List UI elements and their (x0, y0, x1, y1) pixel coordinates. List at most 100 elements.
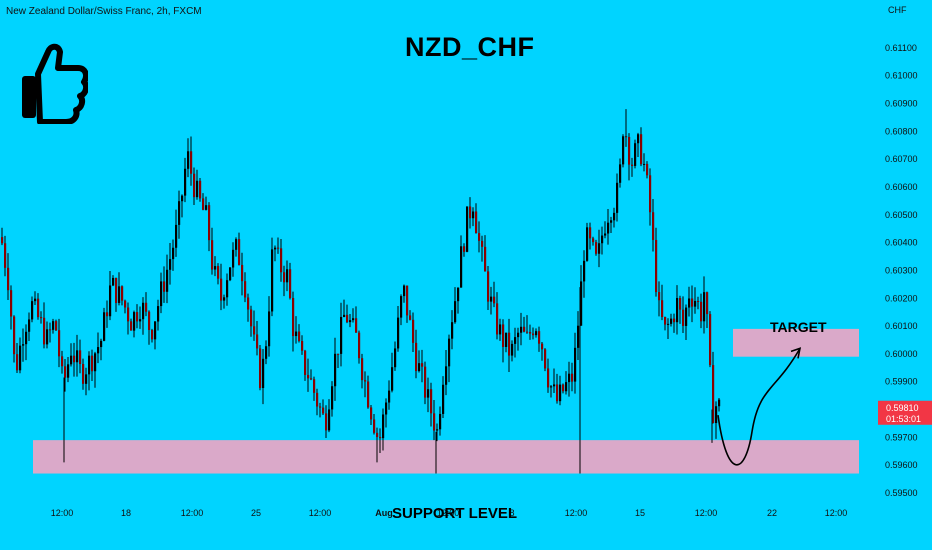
candle-body (244, 281, 247, 298)
candle-body (157, 306, 160, 322)
candle-body (574, 347, 577, 382)
x-tick-label: 22 (767, 508, 777, 518)
candle-body (280, 248, 283, 273)
support-zone (33, 440, 859, 474)
candle-body (592, 238, 595, 243)
candle-body (301, 341, 304, 351)
candle-body (529, 332, 532, 334)
candle-body (679, 298, 682, 310)
candle-body (505, 332, 508, 347)
candle-body (208, 205, 211, 241)
candle-body (94, 353, 97, 372)
y-tick-label: 0.60700 (885, 154, 918, 164)
x-tick-label: 8 (509, 508, 514, 518)
candle-body (676, 298, 679, 323)
candle-body (100, 340, 103, 348)
candle-body (379, 437, 382, 439)
candle-body (514, 337, 517, 344)
symbol-description: New Zealand Dollar/Swiss Franc, 2h, FXCM (6, 6, 202, 17)
candle-body (265, 346, 268, 359)
x-tick-label: Aug (375, 508, 393, 518)
candle-body (367, 381, 370, 408)
candle-body (628, 136, 631, 165)
candle-body (394, 348, 397, 368)
candle-body (283, 272, 286, 283)
candle-body (709, 314, 712, 366)
x-tick-label: 12:00 (309, 508, 332, 518)
candle-body (178, 201, 181, 225)
candle-body (409, 315, 412, 320)
candle-body (670, 318, 673, 324)
last-price-badge (878, 400, 932, 425)
candle-body (187, 151, 190, 169)
candle-body (169, 259, 172, 270)
candle-body (322, 407, 325, 414)
candle-body (601, 235, 604, 244)
candle-body (682, 309, 685, 326)
candle-body (229, 267, 232, 281)
candle-body (97, 347, 100, 354)
candle-body (256, 334, 259, 349)
candle-body (661, 300, 664, 317)
candle-body (262, 358, 265, 389)
candle-body (712, 365, 715, 424)
support-level-label: SUPPORT LEVEL (392, 505, 518, 522)
candle-body (523, 326, 526, 332)
y-tick-label: 0.60900 (885, 99, 918, 109)
candle-body (289, 269, 292, 298)
pair-title: NZD_CHF (405, 32, 535, 62)
candle-body (412, 319, 415, 343)
candle-body (577, 325, 580, 348)
candle-body (310, 378, 313, 380)
y-tick-label: 0.59900 (885, 377, 918, 387)
candle-body (496, 303, 499, 335)
candle-body (688, 298, 691, 308)
candle-body (316, 392, 319, 407)
x-tick-label: 25 (251, 508, 261, 518)
candle-body (37, 298, 40, 318)
candle-body (472, 211, 475, 219)
candle-body (631, 164, 634, 166)
candle-body (541, 343, 544, 350)
candle-body (292, 297, 295, 337)
candle-body (673, 318, 676, 323)
candle-body (553, 384, 556, 387)
candle-body (658, 292, 661, 301)
y-tick-label: 0.60200 (885, 293, 918, 303)
x-tick-label: 12:00 (437, 508, 460, 518)
last-price-value: 0.59810 (886, 403, 919, 413)
candle-body (478, 233, 481, 241)
candle-body (484, 246, 487, 272)
candle-body (700, 301, 703, 322)
candle-body (199, 180, 202, 199)
candle-body (298, 331, 301, 342)
candle-body (466, 206, 469, 252)
candle-body (487, 271, 490, 302)
candle-body (703, 292, 706, 322)
candle-body (538, 331, 541, 344)
candle-body (475, 211, 478, 234)
x-tick-label: 15 (635, 508, 645, 518)
candle-body (49, 329, 52, 331)
candle-body (544, 349, 547, 369)
candle-body (598, 243, 601, 254)
candle-body (502, 324, 505, 347)
candle-body (337, 353, 340, 355)
candle-body (295, 331, 298, 337)
candle-body (649, 175, 652, 213)
candle-body (205, 205, 208, 210)
candle-body (334, 353, 337, 387)
candle-body (145, 302, 148, 312)
countdown-timer: 01:53:01 (886, 414, 921, 424)
candle-body (319, 406, 322, 408)
candle-body (343, 314, 346, 317)
candle-body (10, 290, 13, 317)
candle-body (115, 277, 118, 303)
candle-body (613, 212, 616, 221)
y-axis-currency-label: CHF (888, 5, 907, 15)
candle-body (364, 380, 367, 382)
candle-body (19, 345, 22, 371)
candle-body (520, 326, 523, 333)
